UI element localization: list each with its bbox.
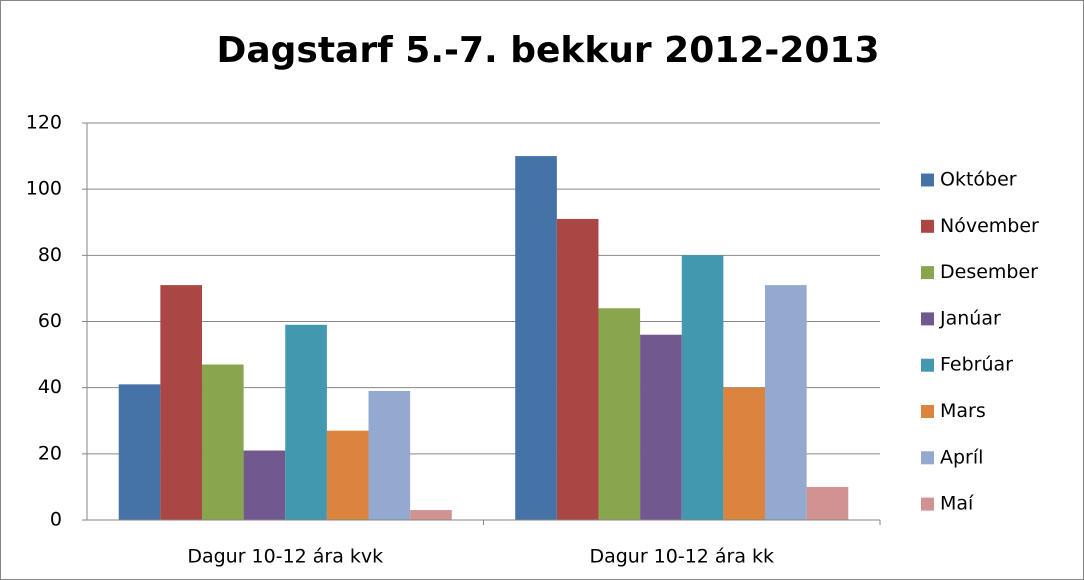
y-tick-label: 40 [38, 376, 62, 398]
legend-swatch [921, 358, 934, 372]
bar [515, 156, 557, 521]
bar [556, 218, 599, 521]
bar [723, 387, 766, 520]
legend-swatch [921, 497, 934, 511]
y-tick-label: 20 [38, 442, 62, 464]
bar [201, 364, 244, 520]
y-tick-label: 60 [38, 310, 62, 332]
bar [285, 324, 327, 520]
y-tick-label: 0 [50, 509, 62, 531]
chart-title: Dagstarf 5.-7. bekkur 2012-2013 [216, 30, 879, 71]
bar [681, 255, 724, 521]
legend-label: Október [940, 169, 1017, 191]
legend-label: Desember [940, 261, 1038, 283]
y-tick-label: 80 [38, 244, 62, 266]
bar [243, 450, 286, 520]
legend-swatch [921, 312, 934, 326]
legend-label: Nóvember [940, 215, 1039, 237]
legend-label: Janúar [939, 307, 1001, 329]
legend-label: Apríl [940, 446, 983, 468]
legend-swatch [921, 219, 934, 233]
legend-swatch [921, 266, 934, 280]
legend-label: Maí [940, 493, 974, 515]
bar [118, 384, 161, 520]
legend-swatch [921, 451, 934, 465]
bar [806, 486, 849, 520]
x-tick-label: Dagur 10-12 ára kvk [187, 546, 383, 568]
legend-label: Febrúar [940, 354, 1013, 376]
bar [326, 430, 369, 520]
y-tick-label: 120 [26, 112, 62, 134]
bar [598, 308, 641, 520]
bar [410, 510, 452, 520]
legend-label: Mars [940, 400, 986, 422]
bar [765, 285, 807, 520]
bar [368, 390, 411, 520]
y-tick-label: 100 [26, 178, 62, 200]
legend-swatch [921, 173, 934, 187]
x-tick-label: Dagur 10-12 ára kk [589, 546, 774, 568]
bar [160, 285, 202, 520]
legend-swatch [921, 405, 934, 418]
bar [640, 334, 682, 520]
